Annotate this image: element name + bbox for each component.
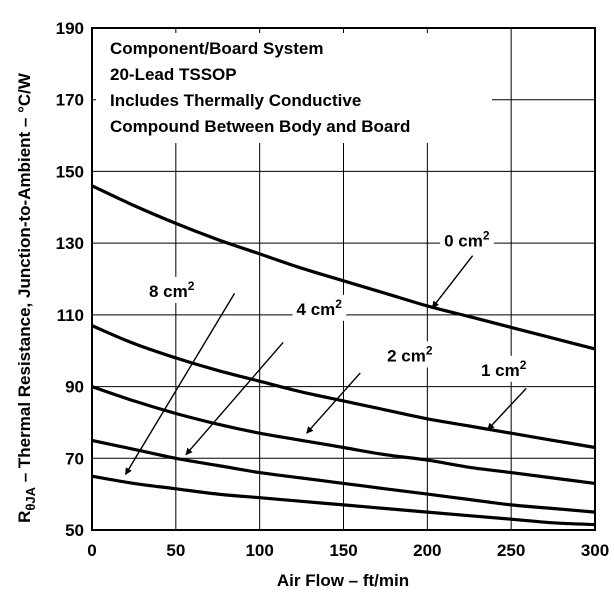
annotation-line-2: 20-Lead TSSOP <box>110 65 237 84</box>
x-tick-label-0: 0 <box>87 541 96 560</box>
y-tick-label-2: 90 <box>65 378 84 397</box>
x-tick-label-5: 250 <box>497 541 525 560</box>
x-tick-label-6: 300 <box>581 541 609 560</box>
callout-arrow-0 <box>431 255 474 309</box>
x-tick-label-4: 200 <box>413 541 441 560</box>
callout-arrow-4 <box>124 292 236 476</box>
series-label-3: 4 cm2 <box>297 297 343 319</box>
series-group <box>91 184 596 527</box>
x-tick-label-2: 100 <box>245 541 273 560</box>
series-line-4 <box>91 474 596 527</box>
series-line-0 <box>91 184 596 351</box>
y-tick-label-4: 130 <box>56 234 84 253</box>
callout-arrow-3 <box>185 342 284 456</box>
x-axis-title: Air Flow – ft/min <box>277 571 409 590</box>
callout-arrow-1 <box>487 387 527 431</box>
x-tick-label-3: 150 <box>329 541 357 560</box>
callout-arrow-2 <box>306 372 361 434</box>
annotation-line-1: Component/Board System <box>110 39 323 58</box>
y-tick-label-6: 170 <box>56 91 84 110</box>
plot-frame <box>91 27 596 531</box>
series-label-0: 0 cm2 <box>444 229 490 251</box>
y-tick-label-5: 150 <box>56 162 84 181</box>
y-axis-title-rest: – Thermal Resistance, Junction-to-Ambien… <box>15 72 34 487</box>
y-tick-label-0: 50 <box>65 521 84 540</box>
series-label-bg-4 <box>145 276 199 303</box>
x-tick-labels: 0 50 100 150 200 250 300 <box>87 541 609 560</box>
y-axis-title-main: R <box>15 511 34 523</box>
series-line-1 <box>91 324 596 450</box>
y-axis-title-subscript: θJA <box>23 486 38 510</box>
series-label-bg-0 <box>440 226 494 253</box>
series-line-3 <box>91 438 596 514</box>
series-label-bg-1 <box>476 355 531 382</box>
series-label-1: 1 cm2 <box>481 358 527 380</box>
series-label-bg-2 <box>383 341 437 368</box>
callout-group: 0 cm2 1 cm2 2 cm2 4 cm2 8 cm2 <box>124 226 531 476</box>
annotation-line-3: Includes Thermally Conductive <box>110 91 361 110</box>
series-label-2: 2 cm2 <box>387 343 433 365</box>
y-tick-label-1: 70 <box>65 449 84 468</box>
y-tick-label-3: 110 <box>57 306 84 325</box>
series-label-4: 8 cm2 <box>149 279 195 301</box>
series-line-2 <box>91 385 596 485</box>
y-tick-labels: 50 70 90 110 130 150 170 190 <box>56 19 84 540</box>
y-tick-label-7: 190 <box>56 19 84 38</box>
series-label-bg-3 <box>292 294 347 321</box>
x-tick-label-1: 50 <box>166 541 185 560</box>
annotation-box <box>96 33 492 143</box>
y-axis-title: RθJA – Thermal Resistance, Junction-to-A… <box>15 72 38 523</box>
annotation-line-4: Compound Between Body and Board <box>110 117 410 136</box>
